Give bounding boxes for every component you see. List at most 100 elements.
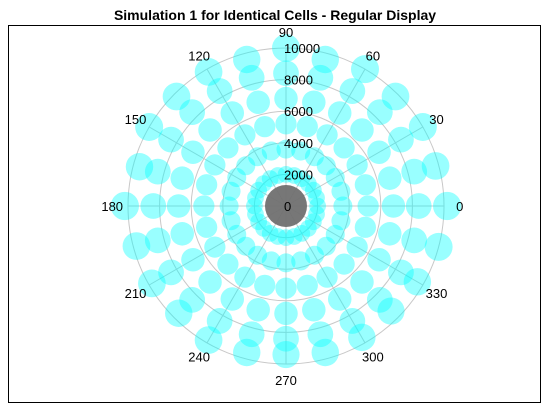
- data-point: [403, 268, 432, 296]
- data-point: [277, 166, 295, 183]
- data-point: [275, 277, 297, 299]
- data-point: [307, 64, 334, 91]
- data-point: [316, 236, 336, 256]
- data-point: [339, 308, 366, 334]
- data-point: [309, 197, 326, 215]
- data-point: [304, 213, 322, 231]
- data-point: [351, 55, 379, 84]
- data-point: [125, 153, 154, 181]
- radial-tick-label: 0: [284, 199, 291, 214]
- data-point: [234, 124, 256, 146]
- angle-tick-label: 180: [101, 199, 123, 214]
- data-point: [165, 299, 193, 327]
- data-point: [378, 166, 402, 190]
- radial-tick-label: 6000: [284, 104, 313, 119]
- data-point: [401, 227, 428, 254]
- chart-title: Simulation 1 for Identical Cells - Regul…: [113, 7, 437, 23]
- data-point: [261, 170, 279, 188]
- data-point: [350, 118, 374, 142]
- data-point: [299, 175, 317, 193]
- data-point: [198, 270, 222, 294]
- data-point: [217, 253, 239, 275]
- data-point: [250, 213, 268, 231]
- data-point: [206, 308, 233, 334]
- data-point: [308, 205, 325, 223]
- data-point: [274, 86, 298, 111]
- data-point: [269, 228, 287, 245]
- data-point: [193, 195, 215, 217]
- data-point: [254, 115, 276, 138]
- data-point: [217, 137, 239, 159]
- data-point: [261, 224, 279, 242]
- data-point: [408, 113, 437, 141]
- data-point: [333, 253, 355, 275]
- data-point: [275, 113, 297, 135]
- data-point: [219, 196, 239, 216]
- data-point: [246, 298, 270, 322]
- angle-tick-label: 270: [275, 373, 297, 388]
- data-point: [388, 259, 414, 286]
- data-point: [248, 245, 268, 265]
- angle-tick-label: 330: [426, 286, 448, 301]
- data-point: [333, 137, 355, 159]
- data-point: [327, 287, 352, 311]
- data-point: [346, 154, 368, 176]
- data-point: [276, 139, 296, 159]
- data-point: [296, 115, 318, 138]
- data-point: [110, 191, 139, 221]
- data-point: [299, 219, 317, 237]
- data-point: [304, 147, 324, 167]
- data-point: [236, 156, 256, 176]
- data-point: [291, 141, 311, 161]
- data-point: [195, 216, 218, 238]
- data-point: [381, 82, 410, 111]
- data-point: [194, 58, 223, 86]
- data-point: [311, 45, 339, 74]
- data-point: [238, 64, 265, 91]
- data-point: [333, 196, 353, 216]
- data-point: [158, 259, 184, 286]
- angle-tick-label: 0: [456, 199, 463, 214]
- data-point: [204, 236, 226, 258]
- data-point: [269, 167, 287, 184]
- data-point: [254, 274, 276, 297]
- data-point: [248, 147, 268, 167]
- data-point: [307, 321, 334, 348]
- data-point: [170, 222, 194, 246]
- data-point: [339, 78, 366, 104]
- data-point: [331, 211, 351, 231]
- grid-spoke: [285, 205, 424, 286]
- data-point: [206, 78, 233, 104]
- data-point: [233, 45, 261, 74]
- data-point: [247, 205, 264, 223]
- data-point: [246, 90, 270, 114]
- data-point: [144, 158, 171, 185]
- data-point: [348, 323, 376, 352]
- radial-tick-label: 2000: [284, 167, 313, 182]
- grid-spoke: [206, 205, 287, 344]
- data-point: [366, 99, 393, 126]
- data-point: [331, 181, 351, 201]
- data-point: [316, 266, 338, 288]
- data-point: [234, 266, 256, 288]
- data-point: [195, 174, 218, 196]
- data-point: [424, 232, 453, 261]
- center-point: [265, 185, 307, 227]
- angle-tick-label: 240: [188, 350, 210, 365]
- data-point: [285, 228, 303, 245]
- data-point: [276, 253, 296, 273]
- data-point: [158, 126, 184, 153]
- data-point: [304, 245, 324, 265]
- radial-tick-label: 4000: [284, 136, 313, 151]
- data-point: [388, 126, 414, 153]
- data-point: [346, 236, 368, 258]
- data-point: [221, 211, 241, 231]
- data-point: [377, 297, 405, 325]
- data-point: [381, 194, 406, 218]
- data-point: [285, 167, 303, 184]
- data-point: [293, 224, 311, 242]
- data-point: [272, 340, 300, 369]
- data-point: [354, 216, 377, 238]
- grid-spoke: [285, 126, 424, 207]
